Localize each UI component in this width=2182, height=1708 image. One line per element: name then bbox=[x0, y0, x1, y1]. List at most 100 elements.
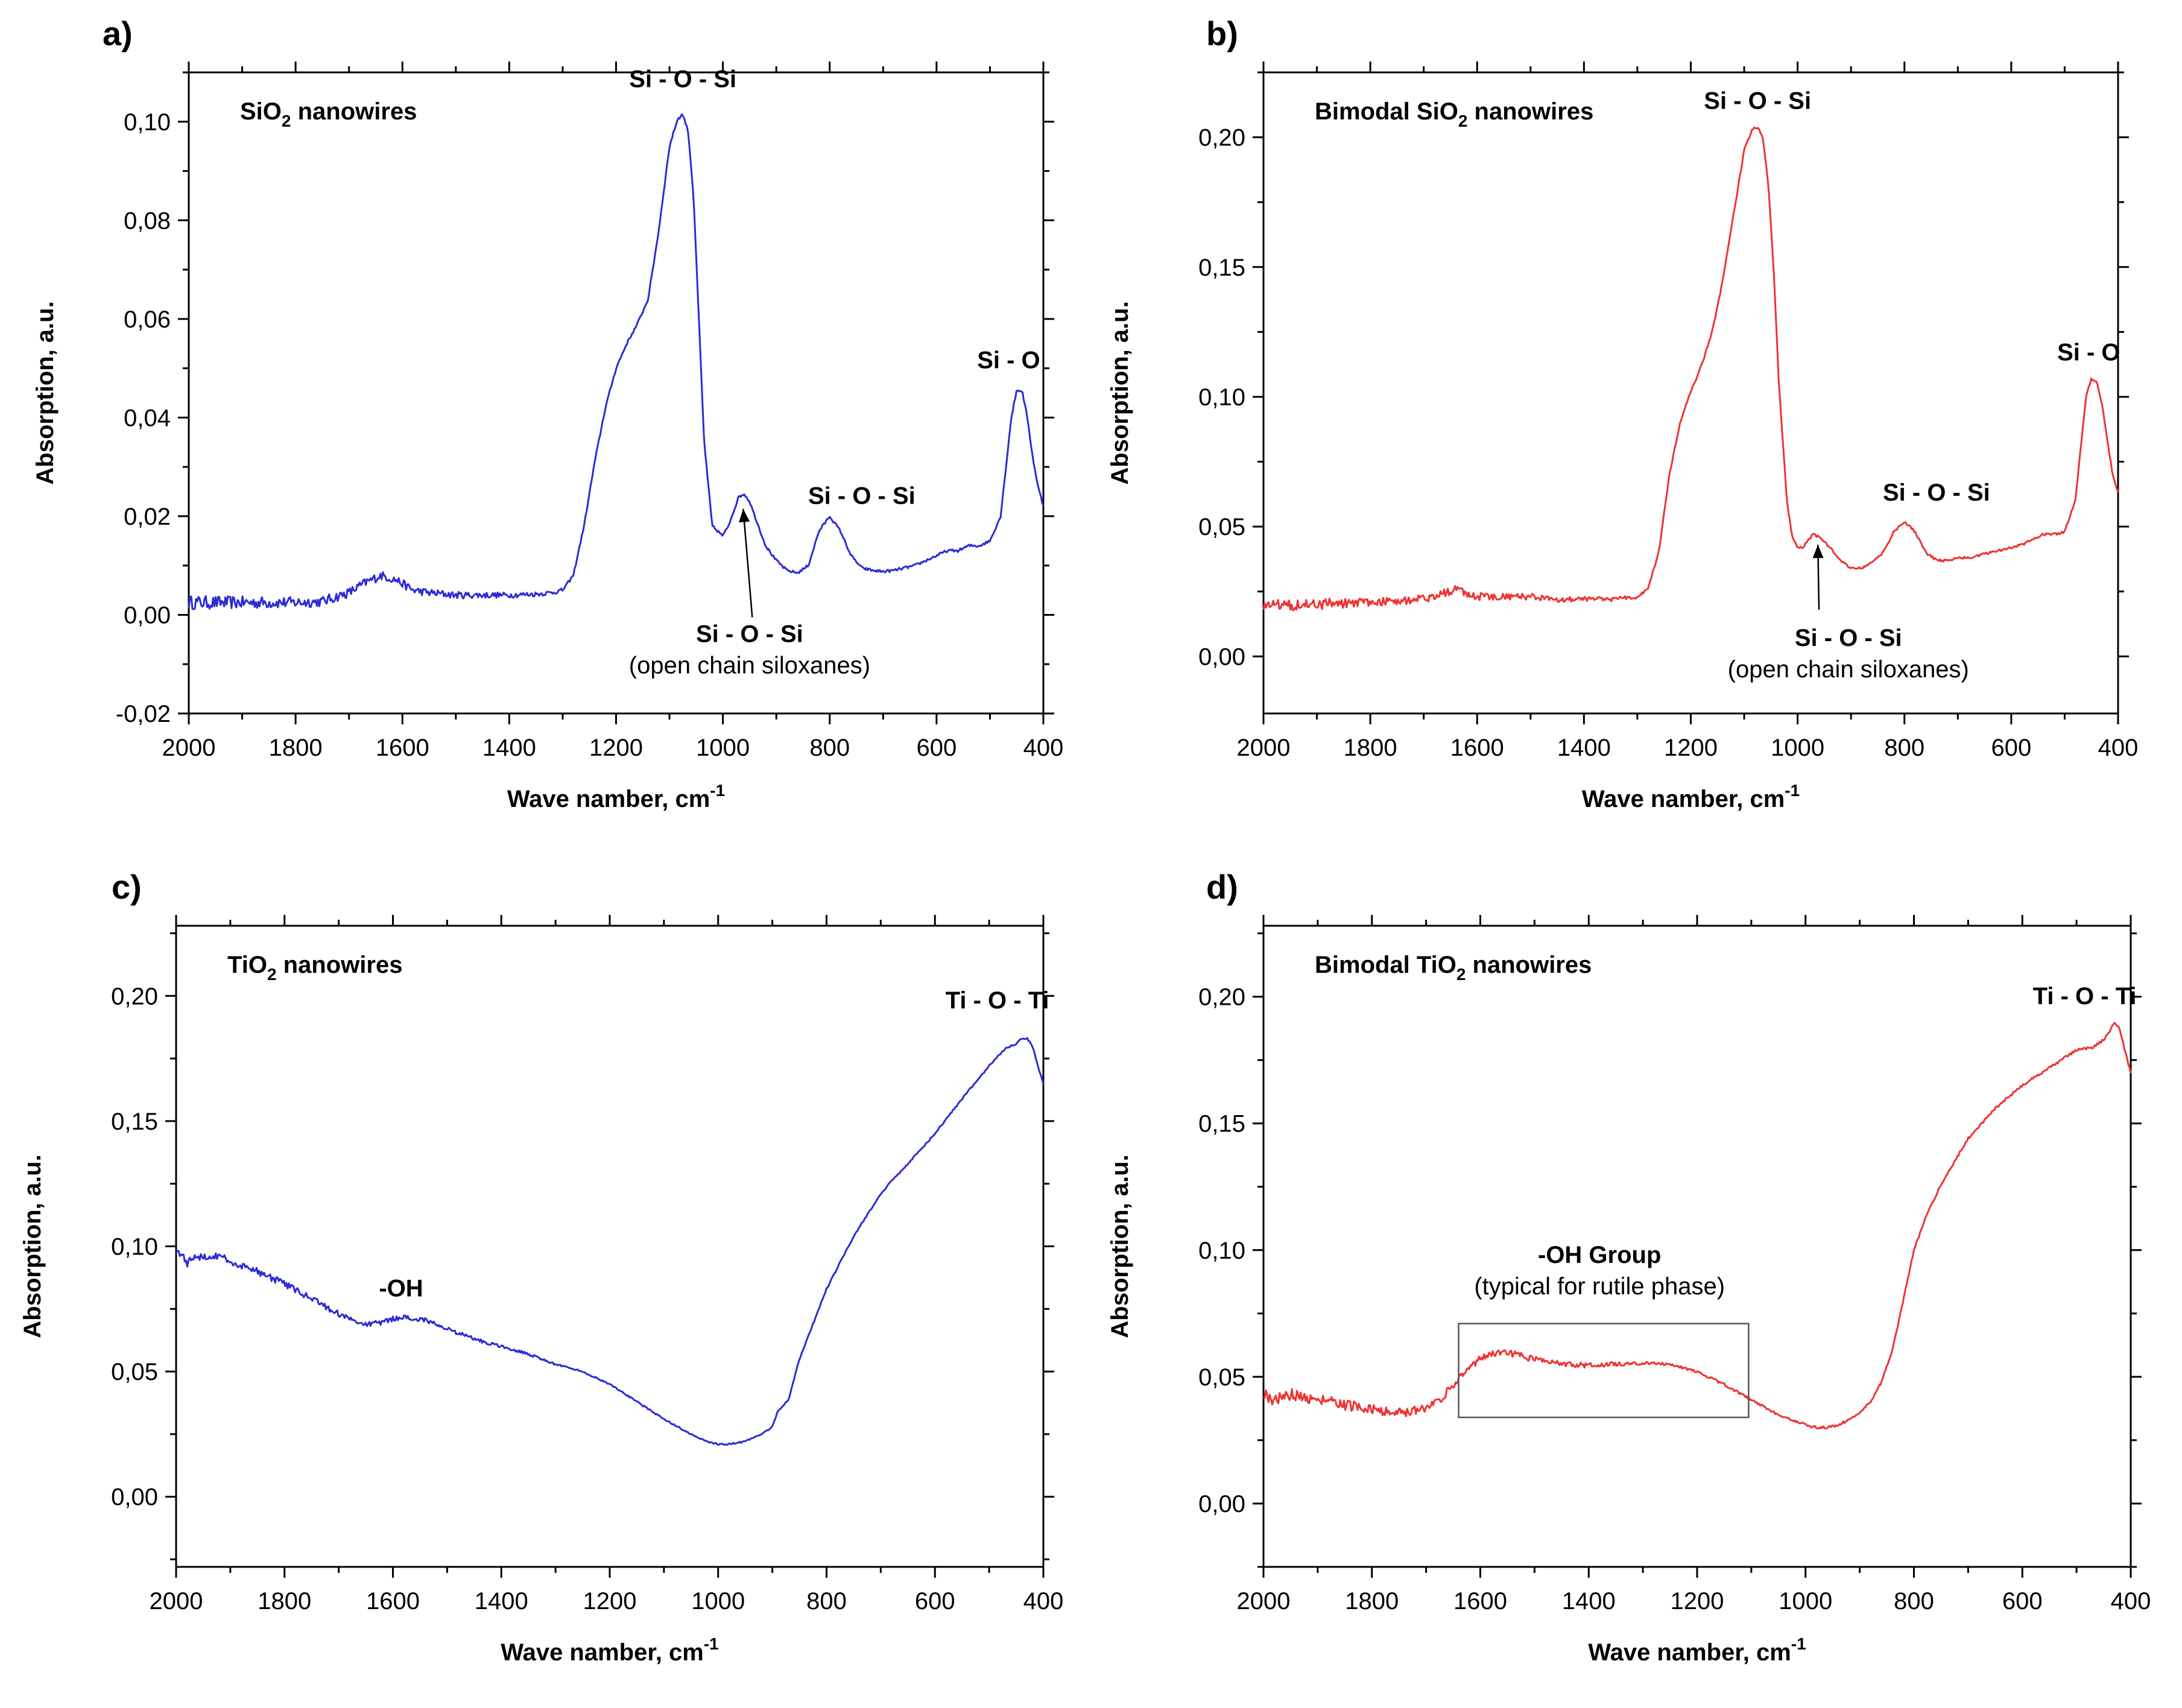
x-tick-label: 1800 bbox=[1345, 1588, 1399, 1615]
x-tick-label: 1200 bbox=[589, 735, 643, 761]
plot-title: Bimodal TiO2 nanowires bbox=[1315, 952, 1592, 984]
series-line bbox=[188, 113, 1045, 610]
x-tick-label: 2000 bbox=[1237, 735, 1291, 761]
peak-annotation: -OH bbox=[379, 1276, 423, 1302]
highlight-box bbox=[1458, 1323, 1750, 1419]
y-tick-label: 0,20 bbox=[1198, 984, 1245, 1011]
x-tick-label: 1600 bbox=[366, 1588, 420, 1615]
y-tick-label: 0,10 bbox=[124, 109, 171, 136]
peak-annotation-note: (open chain siloxanes) bbox=[629, 652, 870, 678]
peak-annotation: Si - O bbox=[977, 347, 1040, 374]
y-tick-label: 0,00 bbox=[1198, 644, 1245, 670]
panel-label: c) bbox=[112, 868, 142, 906]
x-tick-label: 1800 bbox=[258, 1588, 311, 1615]
y-tick-label: 0,05 bbox=[1198, 1364, 1245, 1391]
peak-annotation-note: (open chain siloxanes) bbox=[1728, 656, 1969, 683]
x-tick-label: 2000 bbox=[150, 1588, 203, 1615]
peak-annotation: Si - O - Si bbox=[629, 66, 736, 93]
x-tick-label: 600 bbox=[917, 735, 957, 761]
y-tick-label: 0,02 bbox=[124, 504, 171, 530]
x-axis-title: Wave namber, cm-1 bbox=[1582, 781, 1800, 812]
annotation-arrowhead bbox=[739, 508, 750, 523]
annotation-arrowhead bbox=[1812, 545, 1824, 558]
y-tick-label: 0,15 bbox=[111, 1109, 158, 1135]
x-axis-title: Wave namber, cm-1 bbox=[501, 1634, 718, 1666]
annotation-arrow bbox=[742, 508, 753, 618]
x-tick-label: 600 bbox=[1991, 735, 2032, 761]
x-axis-title: Wave namber, cm-1 bbox=[507, 781, 725, 812]
x-tick-label: 2000 bbox=[162, 735, 216, 761]
x-tick-label: 1000 bbox=[691, 1588, 745, 1615]
x-tick-label: 1400 bbox=[475, 1588, 528, 1615]
y-tick-label: 0,15 bbox=[1198, 1111, 1245, 1137]
y-tick-label: 0,00 bbox=[124, 602, 171, 628]
x-tick-label: 2000 bbox=[1237, 1588, 1291, 1615]
x-tick-label: 1800 bbox=[1344, 735, 1397, 761]
x-tick-label: 1400 bbox=[1557, 735, 1611, 761]
series-line bbox=[1262, 126, 2119, 612]
x-tick-label: 1600 bbox=[376, 735, 429, 761]
y-tick-label: -0,02 bbox=[116, 701, 171, 727]
x-tick-label: 1400 bbox=[1562, 1588, 1616, 1615]
y-tick-label: 0,00 bbox=[1198, 1491, 1245, 1517]
x-tick-label: 1200 bbox=[1671, 1588, 1724, 1615]
y-tick-label: 0,15 bbox=[1198, 255, 1245, 281]
peak-annotation: Si - O - Si bbox=[696, 621, 803, 647]
peak-annotation-note: (typical for rutile phase) bbox=[1474, 1273, 1725, 1300]
x-tick-label: 600 bbox=[2002, 1588, 2043, 1615]
peak-annotation: Si - O - Si bbox=[808, 482, 915, 509]
x-tick-label: 800 bbox=[806, 1588, 847, 1615]
y-tick-label: 0,20 bbox=[1198, 125, 1245, 151]
y-axis-title: Absorption, a.u. bbox=[32, 301, 59, 484]
chart-panel-d: d) 2000 1800 1600 1400 1200 1000 800 600 400 0,00 0… bbox=[1107, 868, 2151, 1666]
peak-annotation: Si - O bbox=[2057, 340, 2120, 366]
chart-panel-b: b) 2000 1800 1600 1400 1200 1000 800 600 400 0,00 0… bbox=[1107, 14, 2138, 812]
y-tick-label: 0,06 bbox=[124, 306, 171, 333]
y-tick-label: 0,05 bbox=[111, 1359, 158, 1385]
x-tick-label: 800 bbox=[809, 735, 850, 761]
y-axis-title: Absorption, a.u. bbox=[1107, 301, 1133, 484]
peak-annotation: Si - O - Si bbox=[1704, 87, 1811, 114]
peak-annotation: -OH Group bbox=[1538, 1242, 1661, 1268]
panel-label: a) bbox=[103, 14, 133, 52]
y-axis-title: Absorption, a.u. bbox=[19, 1154, 46, 1338]
x-tick-label: 800 bbox=[1894, 1588, 1934, 1615]
x-tick-label: 400 bbox=[1023, 735, 1064, 761]
y-tick-label: 0,10 bbox=[1198, 1238, 1245, 1264]
panel-label: b) bbox=[1206, 14, 1238, 52]
x-tick-label: 600 bbox=[915, 1588, 955, 1615]
plot-title: SiO2 nanowires bbox=[240, 98, 417, 130]
y-tick-label: 0,00 bbox=[111, 1484, 158, 1511]
chart-panel-c: c) 2000 1800 1600 1400 1200 1000 800 600 400 0,00 0… bbox=[19, 868, 1063, 1666]
y-tick-label: 0,20 bbox=[111, 983, 158, 1010]
x-tick-label: 1400 bbox=[482, 735, 536, 761]
x-tick-label: 400 bbox=[2098, 735, 2139, 761]
series-line bbox=[176, 1037, 1045, 1446]
x-tick-label: 400 bbox=[1023, 1588, 1064, 1615]
x-tick-label: 1200 bbox=[1664, 735, 1718, 761]
x-tick-label: 1600 bbox=[1450, 735, 1504, 761]
x-tick-label: 400 bbox=[2111, 1588, 2151, 1615]
plot-title: TiO2 nanowires bbox=[227, 952, 402, 984]
x-axis-title: Wave namber, cm-1 bbox=[1588, 1634, 1806, 1666]
peak-annotation: Ti - O - Ti bbox=[946, 987, 1049, 1014]
chart-panel-a: a) 2000 1800 1600 1400 1200 1000 800 600 400 -0,02… bbox=[32, 14, 1063, 812]
y-tick-label: 0,04 bbox=[124, 405, 171, 431]
peak-annotation: Si - O - Si bbox=[1883, 479, 1990, 506]
x-tick-label: 1600 bbox=[1453, 1588, 1507, 1615]
y-tick-label: 0,05 bbox=[1198, 514, 1245, 540]
x-tick-label: 1000 bbox=[696, 735, 750, 761]
peak-annotation: Si - O - Si bbox=[1795, 625, 1902, 651]
peak-annotation: Ti - O - Ti bbox=[2033, 983, 2137, 1010]
x-tick-label: 1800 bbox=[269, 735, 323, 761]
x-tick-label: 1200 bbox=[583, 1588, 637, 1615]
y-tick-label: 0,10 bbox=[111, 1234, 158, 1260]
y-tick-label: 0,10 bbox=[1198, 384, 1245, 411]
x-tick-label: 1000 bbox=[1779, 1588, 1832, 1615]
y-axis-title: Absorption, a.u. bbox=[1107, 1154, 1133, 1338]
x-tick-label: 1000 bbox=[1771, 735, 1824, 761]
series-line bbox=[1263, 1022, 2132, 1430]
plot-title: Bimodal SiO2 nanowires bbox=[1315, 98, 1593, 130]
panel-label: d) bbox=[1206, 868, 1238, 906]
